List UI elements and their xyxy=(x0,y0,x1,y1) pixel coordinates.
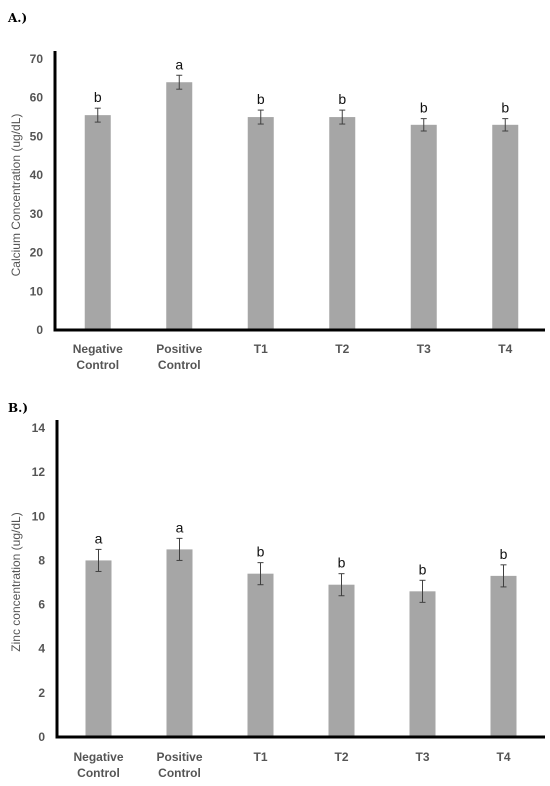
y-axis-label: Zinc concentration (ug/dL) xyxy=(9,512,23,651)
x-tick-label: Negative xyxy=(73,750,123,764)
y-tick-label: 6 xyxy=(38,598,45,612)
y-tick-label: 0 xyxy=(38,730,45,744)
error-bar xyxy=(500,564,507,588)
significance-label: b xyxy=(419,561,427,577)
significance-label: b xyxy=(338,91,346,107)
x-tick-label: Positive xyxy=(156,342,202,356)
y-tick-label: 50 xyxy=(30,129,44,143)
error-bar xyxy=(339,109,346,125)
x-tick-label: T2 xyxy=(335,342,349,356)
error-bar xyxy=(420,118,427,132)
y-tick-label: 8 xyxy=(38,553,45,567)
significance-label: b xyxy=(420,100,428,116)
bar xyxy=(329,117,356,330)
error-bar xyxy=(502,118,509,132)
y-tick-label: 2 xyxy=(38,686,45,700)
y-axis-label: Calcium Concentration (ug/dL) xyxy=(9,114,23,277)
y-tick-label: 10 xyxy=(30,284,44,298)
panel-label-a: A.) xyxy=(7,11,27,25)
bar xyxy=(247,573,274,737)
x-tick-label: T2 xyxy=(334,750,348,764)
significance-label: b xyxy=(501,100,509,116)
y-tick-label: 40 xyxy=(30,168,44,182)
x-tick-label: T3 xyxy=(415,750,429,764)
x-tick-label: T1 xyxy=(253,750,267,764)
significance-label: b xyxy=(500,546,508,562)
calcium-chart: Calcium Concentration (ug/dL) 0 10 20 30 40 50… xyxy=(9,51,545,372)
zinc-chart: Zinc concentration (ug/dL) 0 2 4 6 8 10 12 14 a Ne… xyxy=(9,420,545,780)
x-tick-label: T4 xyxy=(498,342,512,356)
significance-label: a xyxy=(95,530,103,546)
significance-label: a xyxy=(175,56,183,72)
y-tick-label: 4 xyxy=(38,642,45,656)
y-tick-label: 70 xyxy=(30,52,44,66)
x-tick-label: Control xyxy=(76,358,119,372)
panel-label-b: B.) xyxy=(8,401,28,415)
x-tick-label: Positive xyxy=(156,750,202,764)
bar xyxy=(328,584,355,737)
x-tick-label: T1 xyxy=(254,342,268,356)
significance-label: b xyxy=(257,91,265,107)
x-tick-label: Negative xyxy=(73,342,123,356)
y-tick-label: 30 xyxy=(30,207,44,221)
y-tick-label: 14 xyxy=(32,421,46,435)
significance-label: b xyxy=(257,544,265,560)
error-bar xyxy=(257,562,264,586)
error-bar xyxy=(176,74,183,90)
significance-label: b xyxy=(94,89,102,105)
y-tick-label: 10 xyxy=(32,509,46,523)
bar xyxy=(85,560,112,737)
significance-label: a xyxy=(176,519,184,535)
significance-label: b xyxy=(338,555,346,571)
bar xyxy=(166,549,193,737)
bar xyxy=(492,124,519,330)
bar xyxy=(84,115,111,330)
error-bar xyxy=(95,548,102,572)
error-bar xyxy=(338,573,345,597)
x-tick-label: Control xyxy=(158,358,201,372)
error-bar xyxy=(94,107,101,123)
y-tick-label: 0 xyxy=(36,323,43,337)
bar xyxy=(409,591,436,737)
bar xyxy=(490,575,517,737)
error-bar xyxy=(257,109,264,125)
bar xyxy=(166,82,193,330)
y-tick-label: 12 xyxy=(32,465,46,479)
bar xyxy=(247,117,274,330)
x-tick-label: T4 xyxy=(496,750,510,764)
error-bar xyxy=(419,579,426,603)
y-tick-label: 20 xyxy=(30,246,44,260)
x-tick-label: Control xyxy=(77,766,120,780)
y-tick-label: 60 xyxy=(30,91,44,105)
error-bar xyxy=(176,537,183,561)
x-tick-label: T3 xyxy=(417,342,431,356)
x-tick-label: Control xyxy=(158,766,201,780)
bar xyxy=(410,124,437,330)
